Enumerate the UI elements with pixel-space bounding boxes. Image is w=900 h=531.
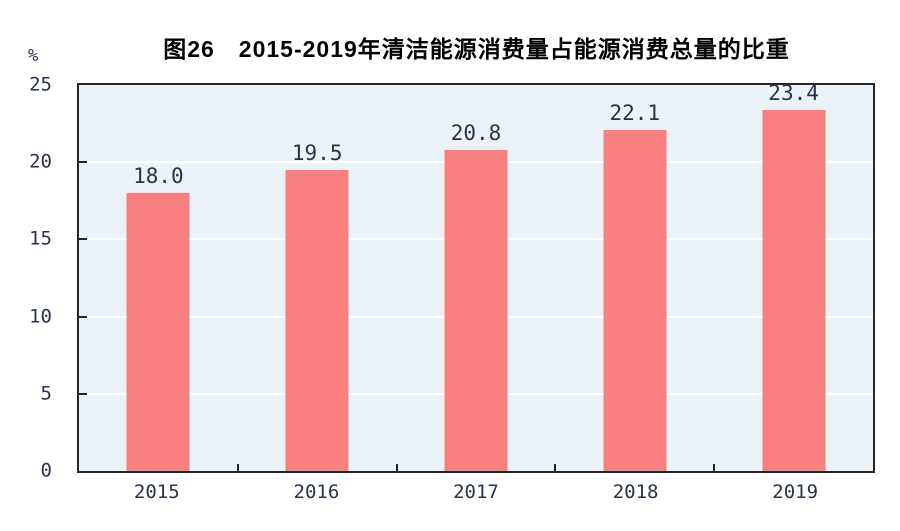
y-axis-unit-label: %: [28, 46, 39, 66]
plot-area: 18.0 19.5 20.8 22.1 23.4: [77, 80, 875, 473]
bar-slot-2017: 20.8: [397, 85, 556, 471]
bar-slot-2015: 18.0: [79, 85, 238, 471]
bar-2019: [762, 109, 826, 471]
y-tick-label-25: 25: [29, 73, 52, 96]
bar-slot-2016: 19.5: [238, 85, 397, 471]
bar-value-label-2019: 23.4: [768, 80, 819, 105]
y-axis-tick-labels: 0 5 10 15 20 25: [0, 75, 52, 480]
bar-value-label-2018: 22.1: [609, 100, 661, 125]
chart-title: 图26 2015-2019年清洁能源消费量占能源消费总量的比重: [163, 36, 790, 62]
x-tick-label-2015: 2015: [133, 481, 180, 503]
bar-value-label-2015: 18.0: [133, 164, 184, 189]
x-tick-label-2016: 2016: [293, 481, 340, 503]
bar-2016: [285, 169, 349, 471]
y-tick-label-10: 10: [29, 305, 52, 328]
y-tick-label-0: 0: [40, 459, 52, 482]
x-axis-tick: [236, 464, 239, 471]
bar-value-label-2016: 19.5: [291, 140, 343, 165]
y-tick-label-15: 15: [29, 227, 52, 250]
y-axis-tick-10: [79, 315, 87, 318]
x-axis-tick-labels: 2015 2016 2017 2018 2019: [77, 481, 875, 503]
y-tick-label-20: 20: [29, 150, 52, 173]
bar-slot-2019: 23.4: [714, 80, 873, 471]
x-axis-tick: [554, 464, 557, 471]
y-axis-tick-15: [79, 238, 87, 241]
y-axis-tick-5: [79, 392, 87, 395]
y-tick-label-5: 5: [40, 382, 52, 405]
bar-value-label-2017: 20.8: [450, 120, 502, 145]
x-axis-tick: [395, 464, 398, 471]
x-tick-label-2018: 2018: [612, 481, 659, 503]
bar-2018: [603, 129, 667, 471]
x-tick-label-2019: 2019: [772, 481, 819, 503]
x-axis-tick: [713, 464, 716, 471]
x-tick-label-2017: 2017: [453, 481, 499, 503]
bar-slot-2018: 22.1: [555, 85, 714, 471]
bar-2017: [444, 149, 508, 471]
bar-2015: [126, 193, 190, 471]
y-axis-tick-20: [79, 161, 87, 164]
